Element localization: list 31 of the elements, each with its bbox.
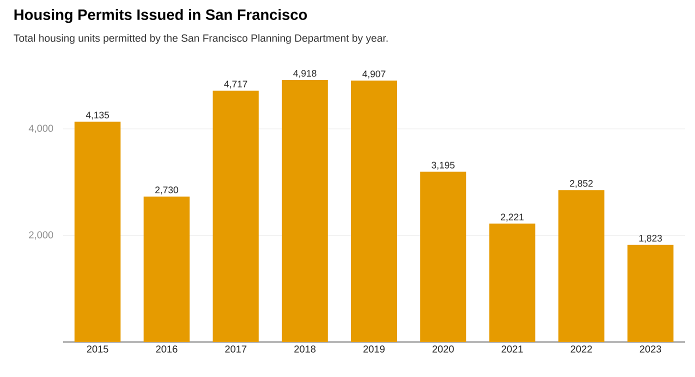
bar (282, 80, 328, 342)
bar (420, 172, 466, 342)
x-tick-label: 2022 (570, 346, 592, 353)
x-tick-label: 2020 (432, 346, 454, 353)
data-label: 4,135 (86, 112, 110, 120)
data-label: 4,918 (293, 70, 316, 78)
data-label: 1,823 (639, 234, 662, 243)
x-tick-label: 2019 (363, 346, 385, 353)
bar (489, 224, 536, 342)
x-tick-label: 2015 (86, 346, 108, 353)
data-label: 3,195 (432, 162, 455, 170)
data-label: 4,907 (362, 70, 386, 78)
bar (212, 90, 259, 342)
data-label: 2,730 (155, 186, 178, 194)
data-label: 2,221 (500, 214, 524, 222)
chart-subtitle: Total housing units permitted by the San Francisco Planning Department by year. (14, 34, 388, 44)
bar (558, 190, 604, 342)
y-tick-label: 4,000 (28, 124, 54, 134)
data-label: 4,717 (224, 80, 248, 89)
data-label: 2,852 (570, 180, 593, 188)
bar (74, 122, 121, 342)
x-tick-label: 2018 (294, 346, 316, 353)
x-tick-label: 2021 (502, 346, 523, 353)
chart-title: Housing Permits Issued in San Francisco (14, 9, 307, 23)
x-tick-label: 2017 (225, 346, 246, 353)
bar (627, 244, 674, 342)
bar (351, 80, 398, 342)
y-tick-label: 2,000 (29, 231, 54, 240)
bar (144, 196, 190, 342)
x-tick-label: 2016 (156, 346, 178, 353)
x-tick-label: 2023 (640, 346, 662, 353)
